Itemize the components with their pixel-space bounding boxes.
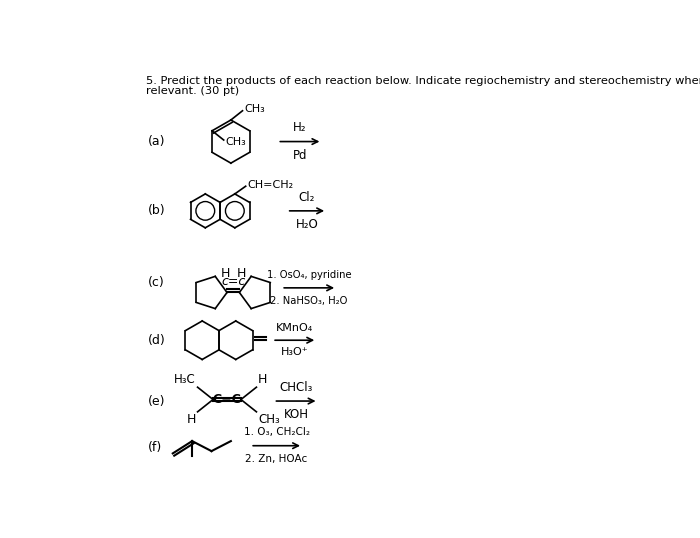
Text: H₂O: H₂O	[295, 218, 318, 231]
Text: 5. Predict the products of each reaction below. Indicate regiochemistry and ster: 5. Predict the products of each reaction…	[146, 76, 700, 86]
Text: KOH: KOH	[284, 408, 309, 421]
Text: (e): (e)	[148, 394, 165, 408]
Text: KMnO₄: KMnO₄	[276, 323, 314, 333]
Text: H: H	[258, 373, 267, 386]
Text: H₂: H₂	[293, 121, 307, 134]
Text: 2. Zn, HOAc: 2. Zn, HOAc	[246, 454, 308, 464]
Text: CH₃: CH₃	[225, 137, 246, 146]
Text: H: H	[187, 413, 196, 427]
Text: H₃C: H₃C	[174, 373, 196, 386]
Text: C=C: C=C	[213, 393, 241, 406]
Text: CHCl₃: CHCl₃	[279, 381, 313, 394]
Text: Cl₂: Cl₂	[299, 191, 315, 204]
Text: CH₃: CH₃	[258, 413, 280, 427]
Text: CH=CH₂: CH=CH₂	[247, 180, 293, 190]
Text: c=c: c=c	[221, 275, 245, 288]
Text: 1. O₃, CH₂Cl₂: 1. O₃, CH₂Cl₂	[244, 427, 309, 437]
Text: 1. OsO₄, pyridine: 1. OsO₄, pyridine	[267, 270, 351, 280]
Text: Pd: Pd	[293, 149, 307, 162]
Text: (d): (d)	[148, 334, 166, 346]
Text: 2. NaHSO₃, H₂O: 2. NaHSO₃, H₂O	[270, 295, 348, 306]
Text: (a): (a)	[148, 135, 165, 148]
Text: H: H	[220, 267, 230, 280]
Text: H: H	[237, 267, 246, 280]
Text: relevant. (30 pt): relevant. (30 pt)	[146, 86, 239, 96]
Text: (f): (f)	[148, 441, 162, 454]
Text: H₃O⁺: H₃O⁺	[281, 347, 309, 357]
Text: (b): (b)	[148, 204, 166, 217]
Text: CH₃: CH₃	[244, 104, 265, 114]
Text: (c): (c)	[148, 276, 164, 289]
